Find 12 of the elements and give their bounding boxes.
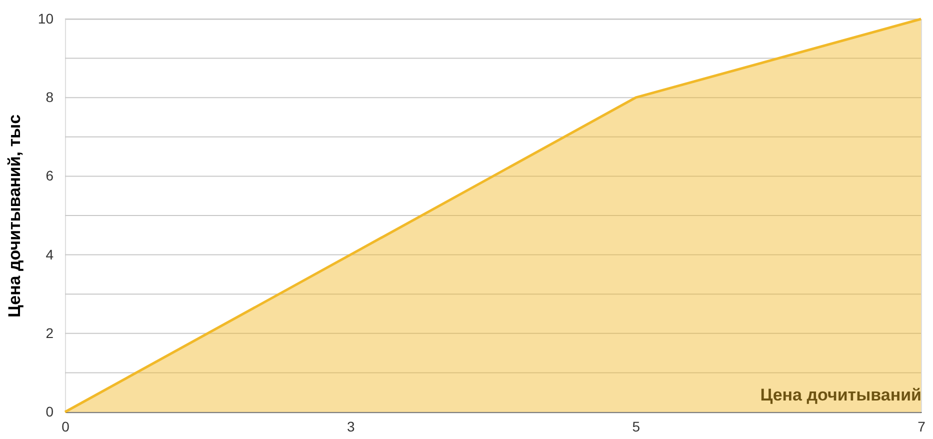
x-tick-label: 3 — [346, 418, 355, 434]
y-tick-label: 10 — [38, 10, 54, 26]
x-tick-label: 7 — [918, 418, 926, 434]
y-tick-label: 6 — [46, 168, 54, 184]
y-tick-label: 4 — [46, 246, 54, 262]
x-tick-label: 5 — [632, 418, 640, 434]
y-tick-label: 0 — [46, 404, 54, 420]
y-tick-label: 2 — [46, 324, 54, 341]
y-axis-title: Цена дочитываний, тыс — [4, 114, 24, 318]
x-axis-title: Цена дочитываний — [760, 386, 922, 404]
x-tick-label: 0 — [62, 418, 70, 434]
y-tick-label: 8 — [46, 89, 54, 106]
